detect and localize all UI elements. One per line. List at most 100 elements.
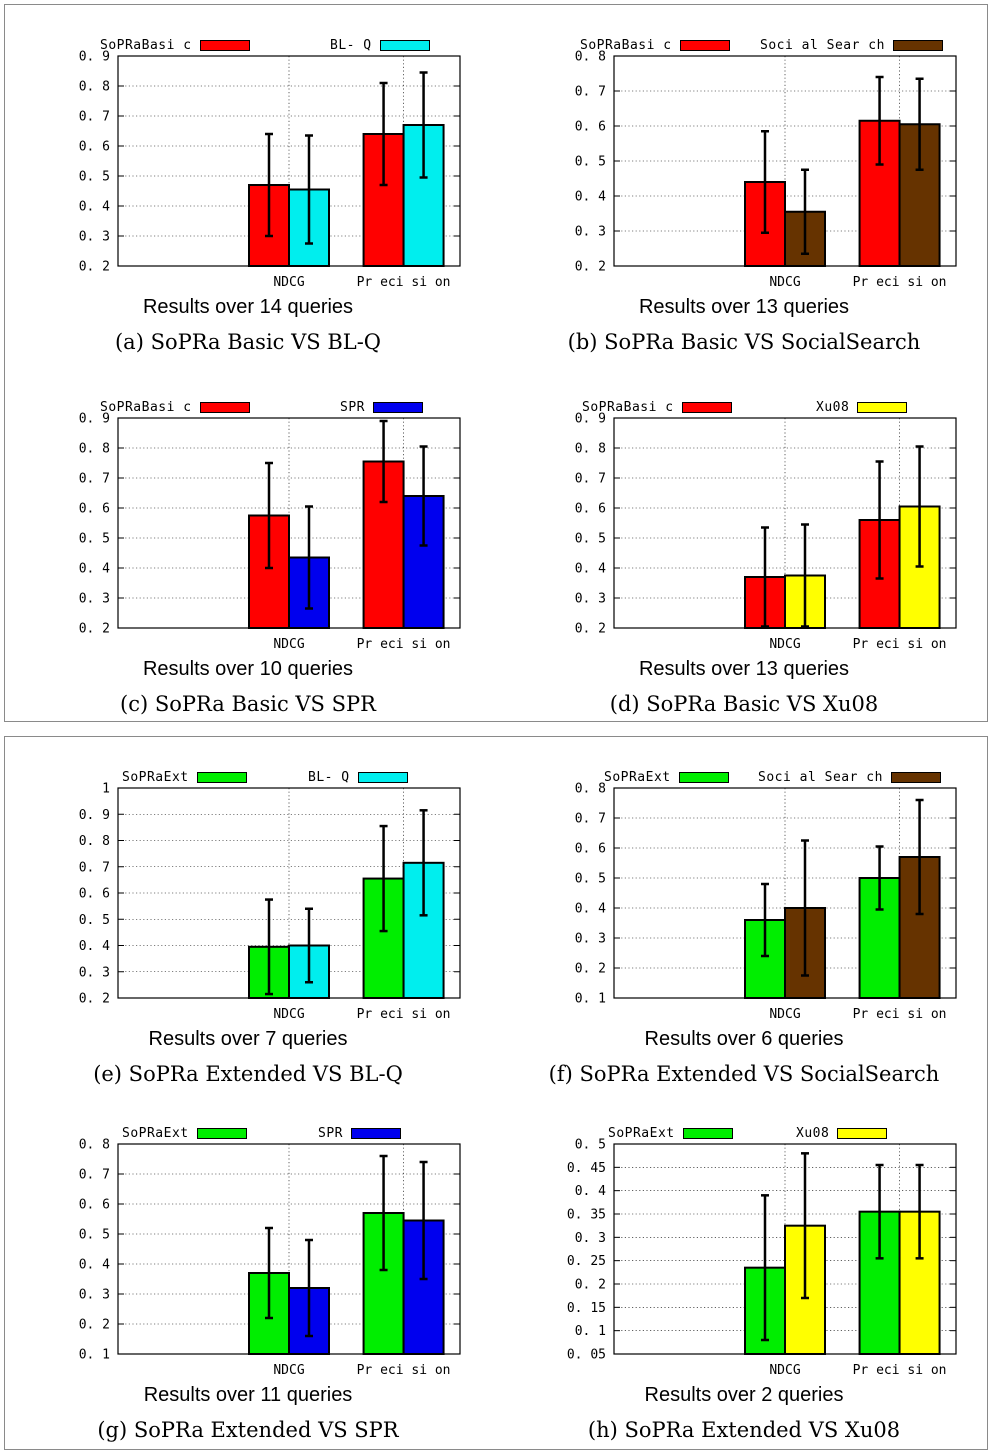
- x-tick-label: NDCG: [273, 275, 304, 290]
- x-tick-label: NDCG: [273, 1363, 304, 1378]
- chart-subtitle: Results over 13 queries: [638, 658, 850, 680]
- legend-label: SoPRaExt: [604, 770, 671, 785]
- x-tick-label: Pr eci si on: [853, 275, 947, 290]
- y-tick-label: 0. 4: [575, 190, 606, 205]
- legend-swatch: [372, 402, 423, 413]
- x-tick-label: NDCG: [769, 275, 800, 290]
- y-tick-label: 0. 2: [79, 260, 110, 275]
- legend-label: SoPRaBasi c: [580, 38, 672, 53]
- x-tick-label: Pr eci si on: [357, 1363, 451, 1378]
- legend-label: Soci al Sear ch: [760, 38, 885, 53]
- y-tick-label: 0. 2: [575, 622, 606, 637]
- y-tick-label: 0. 1: [575, 1324, 606, 1339]
- legend-swatch: [196, 1128, 247, 1139]
- chart-legend: SoPRaBasi c BL- Q: [0, 34, 496, 58]
- plot-frame: [117, 787, 461, 999]
- y-tick-label: 0. 6: [575, 502, 606, 517]
- bar-chart: 0. 05 0. 1 0. 15 0. 2 0. 25 0. 3 0. 35 0. 4 0. 4…: [567, 1138, 957, 1378]
- y-tick-label: 0. 15: [567, 1301, 606, 1316]
- x-tick-label: NDCG: [769, 1007, 800, 1022]
- figure-caption: (b) SoPRa Basic VS SocialSearch: [567, 330, 921, 354]
- y-tick-label: 0. 6: [575, 842, 606, 857]
- chart-legend: SoPRaExt SPR: [0, 1122, 496, 1146]
- y-tick-label: 0. 3: [79, 1288, 110, 1303]
- legend-label: SoPRaBasi c: [100, 400, 192, 415]
- legend-label: BL- Q: [308, 770, 350, 785]
- y-tick-label: 0. 3: [79, 965, 110, 980]
- y-tick-label: 0. 6: [79, 1198, 110, 1213]
- chart-panel-a: SoPRaBasi c BL- Q 0. 2 0. 3 0. 4 0. 5 0. 6 0. 7…: [0, 0, 496, 360]
- y-tick-label: 0. 7: [79, 110, 110, 125]
- legend-item: Xu08: [816, 400, 908, 415]
- y-tick-label: 0. 7: [79, 860, 110, 875]
- x-tick-label: Pr eci si on: [357, 637, 451, 652]
- x-tick-label: Pr eci si on: [853, 1363, 947, 1378]
- y-tick-label: 0. 4: [79, 1258, 110, 1273]
- x-tick-label: Pr eci si on: [853, 1007, 947, 1022]
- figure-caption: (f) SoPRa Extended VS SocialSearch: [548, 1062, 940, 1086]
- chart-legend: SoPRaBasi c Xu08: [496, 396, 992, 420]
- y-tick-label: 0. 3: [575, 1231, 606, 1246]
- y-tick-label: 0. 2: [79, 1318, 110, 1333]
- y-tick-label: 0. 2: [575, 260, 606, 275]
- y-tick-label: 0. 7: [79, 472, 110, 487]
- legend-swatch: [199, 402, 250, 413]
- y-tick-label: 0. 7: [575, 812, 606, 827]
- y-tick-label: 0. 4: [575, 1184, 606, 1199]
- chart-legend: SoPRaBasi c SPR: [0, 396, 496, 420]
- legend-item: BL- Q: [330, 38, 430, 53]
- y-tick-label: 0. 05: [567, 1348, 606, 1363]
- chart-subtitle: Results over 6 queries: [644, 1028, 844, 1050]
- y-tick-label: 0. 9: [79, 50, 110, 65]
- y-tick-label: 0. 35: [567, 1208, 606, 1223]
- figure-caption: (h) SoPRa Extended VS Xu08: [587, 1418, 901, 1442]
- y-tick-label: 0. 4: [79, 200, 110, 215]
- y-tick-label: 0. 5: [575, 1138, 606, 1153]
- y-tick-label: 0. 9: [79, 412, 110, 427]
- y-tick-label: 0. 5: [575, 155, 606, 170]
- legend-item: SoPRaBasi c: [580, 38, 730, 53]
- legend-swatch: [682, 1128, 733, 1139]
- top-figure-frame: [4, 4, 988, 722]
- y-tick-label: 0. 4: [575, 562, 606, 577]
- bar-chart: 0. 2 0. 3 0. 4 0. 5 0. 6 0. 7 0. 8 0. 9 1 NDCG Pr …: [79, 782, 461, 1022]
- x-tick-label: NDCG: [273, 637, 304, 652]
- legend-item: SoPRaExt: [608, 1126, 733, 1141]
- legend-item: BL- Q: [308, 770, 408, 785]
- y-tick-label: 0. 4: [79, 562, 110, 577]
- legend-item: SoPRaBasi c: [582, 400, 732, 415]
- legend-item: SoPRaExt: [604, 770, 729, 785]
- x-tick-label: NDCG: [769, 637, 800, 652]
- y-tick-label: 0. 2: [575, 1278, 606, 1293]
- legend-item: SPR: [318, 1126, 401, 1141]
- bottom-figure-frame: [4, 736, 988, 1450]
- y-tick-label: 0. 3: [575, 592, 606, 607]
- y-tick-label: 0. 8: [79, 80, 110, 95]
- legend-label: SoPRaBasi c: [100, 38, 192, 53]
- legend-item: SoPRaExt: [122, 770, 247, 785]
- y-tick-label: 0. 3: [79, 592, 110, 607]
- bar-chart: 0. 2 0. 3 0. 4 0. 5 0. 6 0. 7 0. 8 0. 9 NDCG Pr e…: [575, 412, 957, 652]
- x-tick-label: NDCG: [769, 1363, 800, 1378]
- plot-frame: [613, 787, 957, 999]
- x-tick-label: Pr eci si on: [853, 637, 947, 652]
- legend-swatch: [196, 772, 247, 783]
- y-tick-label: 0. 7: [575, 85, 606, 100]
- y-tick-label: 0. 6: [79, 887, 110, 902]
- figure-caption: (g) SoPRa Extended VS SPR: [97, 1418, 399, 1442]
- chart-subtitle: Results over 13 queries: [638, 296, 850, 318]
- legend-label: SoPRaExt: [122, 1126, 189, 1141]
- legend-label: SoPRaBasi c: [582, 400, 674, 415]
- legend-label: Xu08: [816, 400, 850, 415]
- y-tick-label: 0. 4: [79, 939, 110, 954]
- x-tick-label: Pr eci si on: [357, 1007, 451, 1022]
- x-tick-label: NDCG: [273, 1007, 304, 1022]
- plot-frame: [117, 417, 461, 629]
- legend-label: SoPRaExt: [122, 770, 189, 785]
- y-tick-label: 0. 3: [79, 230, 110, 245]
- y-tick-label: 0. 8: [79, 1138, 110, 1153]
- y-tick-label: 0. 5: [79, 913, 110, 928]
- y-tick-label: 0. 9: [575, 412, 606, 427]
